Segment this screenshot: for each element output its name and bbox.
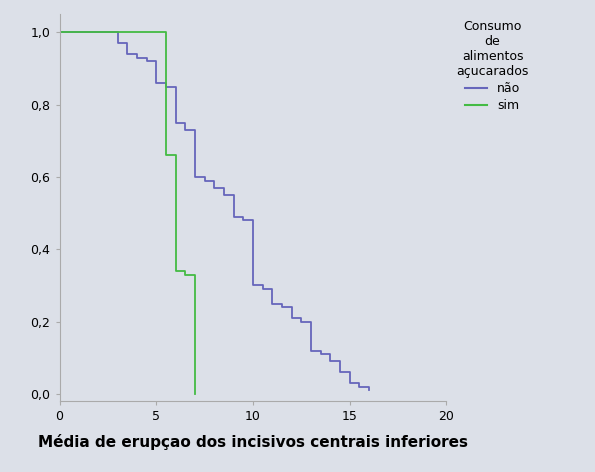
- Legend: não, sim: não, sim: [456, 20, 529, 112]
- X-axis label: Média de erupçao dos incisivos centrais inferiores: Média de erupçao dos incisivos centrais …: [38, 434, 468, 450]
